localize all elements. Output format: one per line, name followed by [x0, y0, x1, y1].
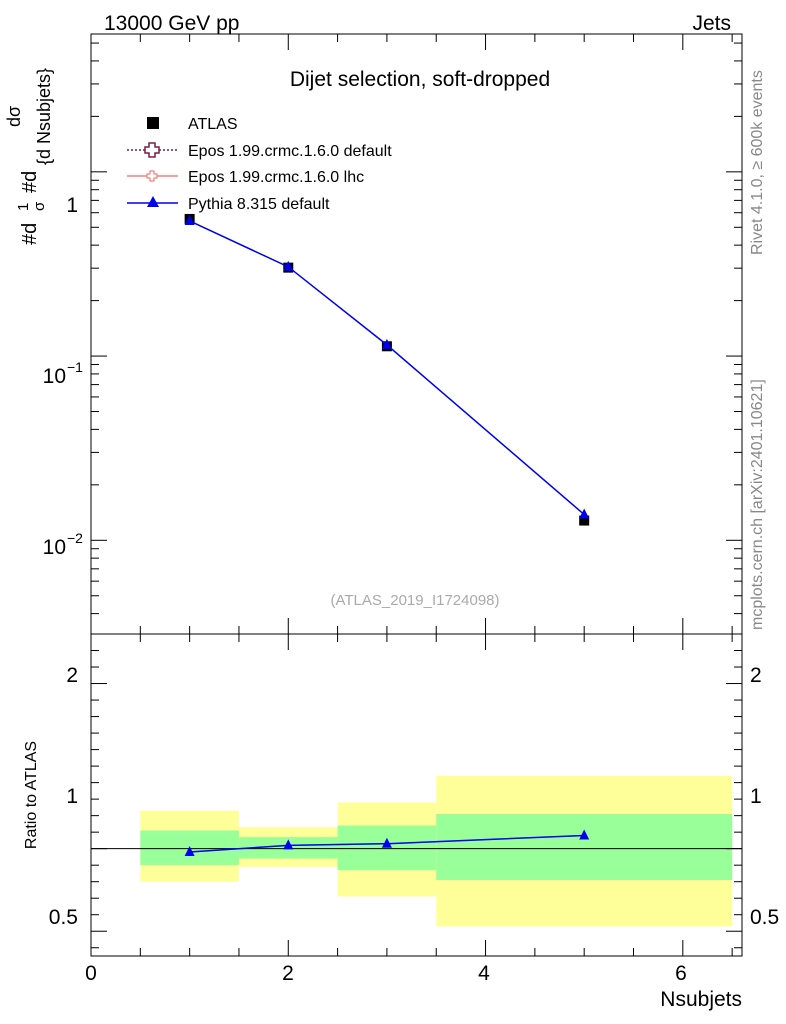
pythia-ratio-point-1: [184, 845, 195, 856]
ratio-ytick-label-0.5: 0.5: [49, 906, 78, 929]
ratio-axis-ticks: [90, 634, 742, 956]
x-axis-label: Nsubjets: [660, 988, 742, 1011]
ratio-bands: [140, 776, 733, 927]
ratio-ytick-label-0.5-right: 0.5: [750, 906, 779, 929]
main-axis-ticks: [90, 34, 742, 634]
ylabel-part-6: {d Nsubjets}: [34, 68, 54, 165]
analysis-label: (ATLAS_2019_I1724098): [330, 592, 499, 609]
main-ytick-label-0.01: 10 −2: [43, 530, 84, 559]
legend-epos-default-label: Epos 1.99.crmc.1.6.0 default: [188, 143, 392, 160]
legend-epos-lhc-marker: [146, 170, 158, 182]
pythia-point-2: [283, 260, 294, 271]
main-ytick-0.01-base: 10: [43, 536, 66, 559]
ratio-band-inner-3: [436, 813, 733, 881]
ylabel-part-3: σ: [31, 201, 48, 211]
legend-atlas-marker: [147, 117, 159, 129]
ratio-ytick-label-2-right: 2: [750, 664, 762, 687]
ylabel-part-2: 1: [15, 203, 32, 211]
energy-label: 13000 GeV pp: [104, 12, 239, 35]
main-ytick-0.01-exp: −2: [67, 530, 83, 546]
ylabel-part-5: dσ: [4, 106, 24, 127]
pythia-point-1: [184, 214, 195, 225]
legend: ATLAS Epos 1.99.crmc.1.6.0 default Epos …: [127, 116, 392, 213]
atlas-point-5: [579, 515, 590, 526]
ratio-band-inner-2: [337, 825, 437, 871]
main-ytick-0.1-exp: −1: [67, 359, 83, 375]
ratio-ytick-label-2: 2: [66, 664, 78, 687]
main-ytick-0.1-base: 10: [43, 365, 66, 388]
main-y-axis-label: #d 1 σ #d dσ {d Nsubjets}: [4, 68, 54, 245]
pythia-point-5: [579, 508, 590, 519]
main-ytick-label-1: 1: [66, 194, 78, 217]
xtick-label-6: 6: [675, 962, 687, 985]
chart-title: Dijet selection, soft-dropped: [290, 68, 550, 91]
main-ytick-label-0.1: 10 −1: [43, 359, 84, 388]
ratio-series: [184, 829, 590, 856]
mcplots-label: mcplots.cern.ch [arXiv:2401.10621]: [749, 379, 766, 630]
pythia-line: [189, 220, 585, 516]
process-label: Jets: [692, 12, 731, 35]
xtick-label-0: 0: [85, 962, 97, 985]
xtick-label-2: 2: [282, 962, 294, 985]
legend-pythia-marker: [147, 196, 159, 207]
ratio-ytick-label-1: 1: [66, 785, 78, 808]
xtick-label-4: 4: [478, 962, 490, 985]
legend-epos-default-marker: [144, 142, 160, 158]
pythia-ratio-point-2: [283, 839, 294, 850]
ratio-plot-frame: [90, 633, 743, 957]
pythia-ratio-point-5: [579, 829, 590, 840]
pythia-ratio-point-3: [381, 837, 392, 848]
ylabel-part-4: #d: [19, 171, 41, 193]
pythia-point-3: [381, 338, 392, 349]
main-series: [184, 213, 590, 526]
ylabel-part-1: #d: [19, 223, 41, 245]
ratio-y-axis-label: Ratio to ATLAS: [23, 741, 40, 849]
legend-pythia-label: Pythia 8.315 default: [188, 196, 330, 213]
ratio-ytick-label-1-right: 1: [750, 785, 762, 808]
rivet-label: Rivet 4.1.0, ≥ 600k events: [749, 70, 766, 255]
pythia-ratio-line: [189, 834, 585, 853]
legend-epos-lhc-label: Epos 1.99.crmc.1.6.0 lhc: [188, 169, 364, 186]
legend-atlas-label: ATLAS: [188, 116, 238, 133]
